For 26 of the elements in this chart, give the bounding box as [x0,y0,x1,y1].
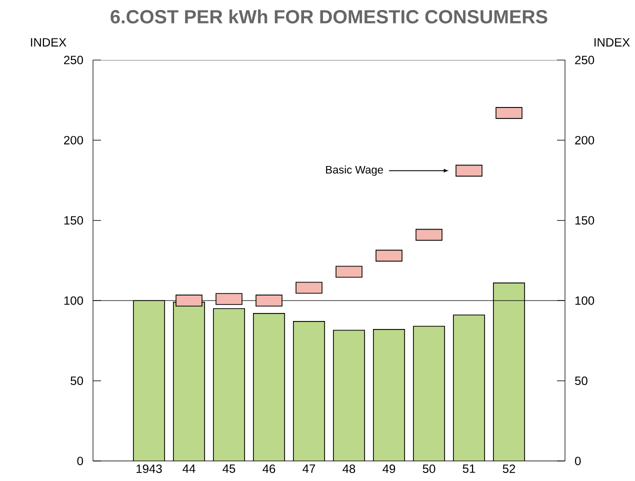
x-tick-label: 51 [462,464,476,473]
y-tick-label: 150 [64,216,84,225]
x-tick-label: 44 [182,464,196,473]
y-tick-label: 200 [64,136,84,144]
y2-tick-label: 0 [575,456,581,466]
y2-axis-title: INDEX [594,38,630,46]
y2-tick-label: 250 [575,56,594,64]
chart-title: 6.COST PER kWh FOR DOMESTIC CONSUMERS [110,10,548,24]
y2-tick-label: 150 [575,216,594,225]
y-tick-label: 50 [70,376,84,386]
x-tick-label: 50 [422,464,436,474]
y-tick-label: 0 [77,456,84,466]
x-tick-label: 1943 [136,464,162,474]
x-tick-label: 46 [262,464,276,474]
x-tick-label: 52 [502,464,516,474]
y-tick-label: 100 [64,296,84,305]
x-tick-label: 48 [342,464,356,474]
text: Basic Wage [326,166,383,176]
x-tick-label: 49 [382,464,396,474]
y-tick-label: 250 [64,56,84,64]
x-tick-label: 45 [222,464,236,473]
y2-tick-label: 50 [575,376,588,386]
y2-tick-label: 200 [575,136,594,144]
y2-tick-label: 100 [575,296,594,305]
x-tick-label: 47 [302,464,316,473]
y-axis-title: INDEX [31,38,66,46]
